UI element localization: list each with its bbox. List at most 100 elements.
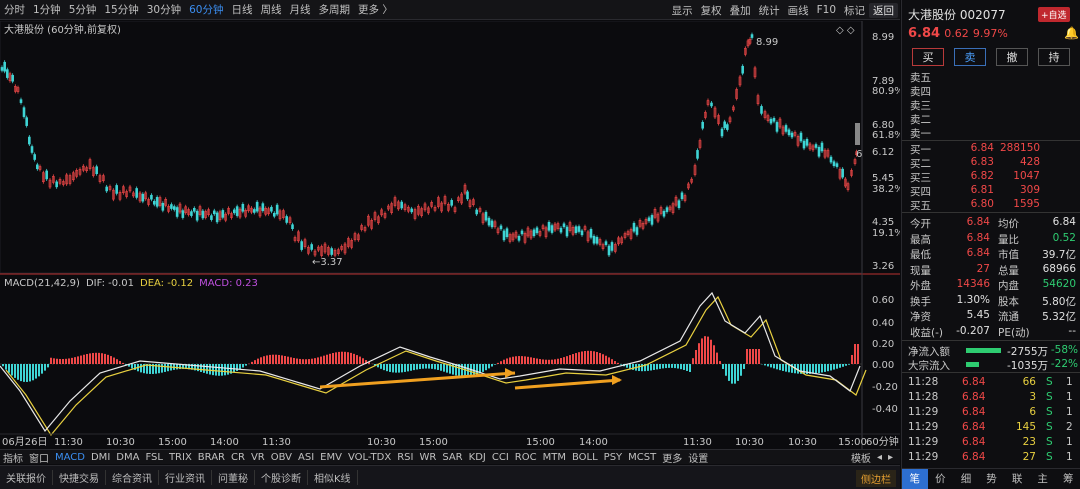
indicator-tab[interactable]: 设置 [688, 453, 709, 465]
macd-bar [398, 364, 400, 373]
macd-bar [503, 359, 505, 364]
period-tab[interactable]: 5分钟 [68, 4, 97, 16]
bottom-tab[interactable]: 关联报价 [0, 470, 53, 485]
tick-time: 11:28 [908, 391, 939, 403]
indicator-tab[interactable]: DMA [116, 451, 140, 463]
bottom-tab[interactable]: 相似K线 [308, 470, 358, 485]
tool-button[interactable]: 返回 [869, 2, 898, 18]
panel-tab[interactable]: 笔 [902, 469, 928, 489]
candle-body [135, 188, 138, 198]
indicator-nav-button[interactable]: ◂ [876, 452, 882, 463]
period-tab[interactable]: 月线 [289, 4, 311, 16]
panel-tab[interactable]: 细 [960, 473, 972, 485]
indicator-tab[interactable]: BRAR [197, 451, 225, 463]
flow-label: 净流入额 [908, 346, 950, 358]
indicator-tab[interactable]: 更多 [662, 453, 683, 465]
indicator-tab[interactable]: MCST [628, 451, 657, 463]
candle-body [735, 89, 738, 99]
indicator-tab[interactable]: RSI [397, 451, 414, 463]
period-tab[interactable]: 60分钟 [189, 4, 224, 16]
period-tab[interactable]: 15分钟 [104, 4, 139, 16]
tool-button[interactable]: 复权 [700, 4, 722, 17]
bottom-tab[interactable]: 综合资讯 [106, 470, 159, 485]
indicator-tab[interactable]: CR [231, 451, 245, 463]
bottom-tab[interactable]: 快捷交易 [53, 470, 106, 485]
cancel-button[interactable]: 撤 [996, 48, 1028, 66]
tool-button[interactable]: 标记 [844, 4, 865, 17]
scroll-thumb[interactable] [855, 123, 860, 145]
panel-tab[interactable]: 联 [1011, 473, 1023, 485]
tick-row: 11:29 6.84 27 S 1 [902, 451, 1080, 465]
indicator-nav-button[interactable]: 模板 [850, 454, 871, 465]
indicator-tab[interactable]: VR [250, 451, 265, 463]
indicator-tab[interactable]: ROC [514, 451, 537, 463]
macd-bar [533, 357, 535, 364]
panel-tab[interactable]: 主 [1037, 473, 1048, 485]
period-tab[interactable]: 更多 〉 [358, 4, 393, 16]
indicator-tab[interactable]: WR [419, 451, 437, 463]
indicator-tab[interactable]: VOL-TDX [347, 451, 392, 463]
candle-body [526, 227, 530, 237]
period-tab[interactable]: 周线 [260, 4, 282, 16]
indicator-tab[interactable]: PSY [603, 451, 623, 463]
sell-level-label: 卖三 [910, 100, 931, 112]
indicator-tab[interactable]: BOLL [571, 451, 598, 463]
tick-volume: 66 [1022, 376, 1036, 388]
indicator-tab[interactable]: DMI [90, 451, 111, 463]
bottom-tab[interactable]: 问董秘 [212, 470, 255, 485]
bottom-tab[interactable]: 个股诊断 [255, 470, 308, 485]
tool-button[interactable]: 统计 [758, 4, 780, 17]
candle-body [75, 170, 78, 177]
time-axis-label: 14:00 [579, 437, 608, 448]
macd-bar [113, 357, 115, 364]
panel-tab[interactable]: 价 [935, 473, 946, 485]
dif-line [0, 291, 861, 433]
add-favorite-button[interactable]: +自选 [1038, 7, 1070, 22]
candle-body [8, 73, 12, 82]
candle-body [118, 191, 122, 200]
tool-button[interactable]: F10 [816, 4, 836, 16]
bottom-tab[interactable]: 行业资讯 [159, 470, 212, 485]
macd-bar [38, 364, 40, 377]
panel-tab[interactable]: 筹 [1063, 473, 1074, 485]
macd-bar [215, 364, 217, 376]
indicator-tab[interactable]: CCI [491, 451, 509, 463]
sell-button[interactable]: 卖 [954, 48, 986, 66]
indicator-tab[interactable]: KDJ [468, 451, 486, 463]
candle-body [288, 217, 292, 224]
sell-level: 卖二 [902, 112, 1080, 126]
indicator-tab[interactable]: ASI [298, 451, 315, 463]
indicator-tab[interactable]: MACD [55, 451, 85, 463]
period-tab[interactable]: 日线 [231, 4, 253, 16]
indicator-tab[interactable]: MTM [542, 451, 566, 463]
period-tab[interactable]: 分时 [4, 4, 25, 16]
holdings-button[interactable]: 持 [1038, 48, 1070, 66]
stock-title: 大港股份 002077 [908, 6, 1080, 22]
indicator-tab[interactable]: 指标 [3, 453, 23, 465]
indicator-tab[interactable]: 窗口 [29, 453, 49, 465]
period-tab[interactable]: 30分钟 [146, 4, 182, 16]
diamond-icon[interactable]: ◇ ◇ [836, 25, 855, 36]
tool-button[interactable]: 显示 [671, 4, 693, 17]
macd-bar [413, 364, 415, 371]
period-tab[interactable]: 1分钟 [33, 4, 61, 16]
indicator-tab[interactable]: OBV [270, 451, 292, 463]
indicator-tab[interactable]: SAR [442, 451, 463, 463]
period-tab[interactable]: 多周期 [318, 4, 351, 16]
indicator-tab[interactable]: TRIX [168, 451, 192, 463]
bell-icon[interactable]: 🔔 [1064, 26, 1079, 40]
indicator-nav-button[interactable]: ▸ [887, 452, 893, 463]
macd-bar [326, 354, 328, 364]
indicator-tab[interactable]: FSL [145, 451, 163, 463]
indicator-tab[interactable]: EMV [320, 451, 342, 463]
tool-button[interactable]: 叠加 [729, 4, 751, 17]
tool-button[interactable]: 画线 [787, 4, 809, 17]
buy-level-label: 买一 [910, 144, 931, 156]
price-axis-label: 5.45 [872, 173, 894, 184]
buy-button[interactable]: 买 [912, 48, 944, 66]
panel-tab[interactable]: 势 [986, 473, 997, 485]
sidebar-toggle-button[interactable]: 侧边栏 [856, 470, 896, 487]
macd-bar [587, 350, 589, 364]
